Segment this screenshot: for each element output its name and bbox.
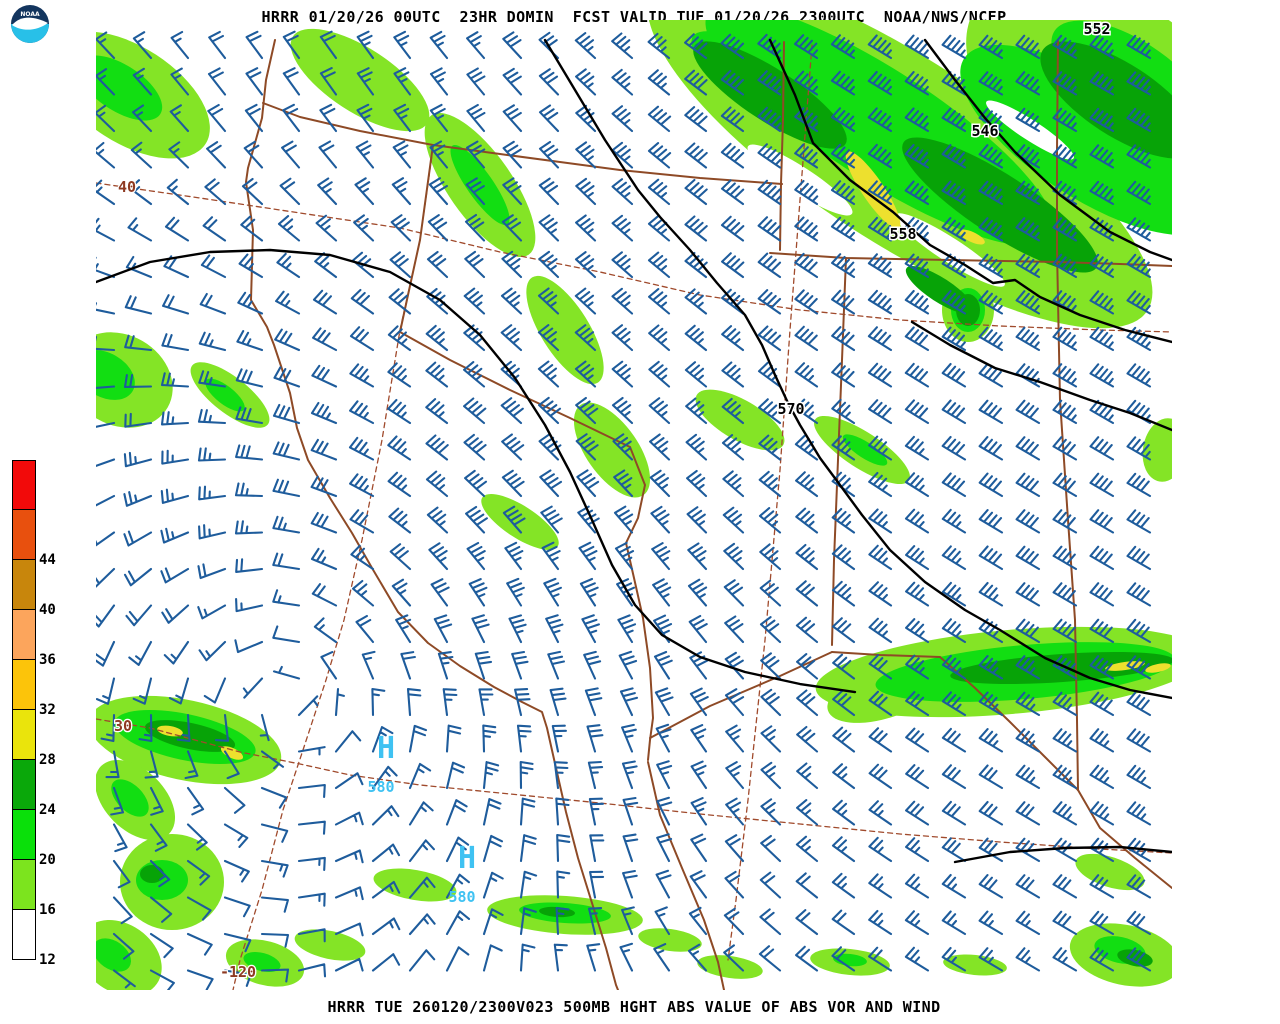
colorbar-value: 24 <box>39 802 56 818</box>
height-contour <box>96 248 857 694</box>
vorticity-blob-bright <box>205 378 245 412</box>
height-contour <box>953 845 1172 864</box>
high-center-value: 580 <box>448 888 475 906</box>
vorticity-blob-light <box>1142 418 1172 482</box>
vorticity-gap <box>986 100 1074 160</box>
height-contours-layer <box>96 38 1172 864</box>
colorbar-value: 16 <box>39 902 56 918</box>
vorticity-blob-bright <box>842 434 888 466</box>
graticule-layer <box>96 44 1172 990</box>
vorticity-blob-yellow <box>157 725 183 737</box>
colorbar-segment: 36 <box>12 610 56 668</box>
colorbar-value: 12 <box>39 952 56 968</box>
vorticity-blob-light <box>1075 853 1145 891</box>
vorticity-blob-light <box>573 402 651 498</box>
colorbar-segment: 24 <box>12 760 56 818</box>
colorbar-value: 28 <box>39 752 56 768</box>
vorticity-blob-bright <box>960 44 1172 236</box>
graticule-line <box>727 44 813 961</box>
graticule-label: 30 <box>114 717 132 735</box>
colorbar-segment: 20 <box>12 810 56 868</box>
contour-label: 570 <box>777 400 804 418</box>
map-labels-layer: 546 558 570 552 40 30 -120 H 580 H 580 <box>113 19 1112 983</box>
vorticity-blob-light <box>373 868 457 902</box>
contour-label: 558 <box>889 225 916 243</box>
high-center-value: 580 <box>367 778 394 796</box>
height-contour <box>923 38 1172 262</box>
contour-label: 546 <box>971 122 998 140</box>
state-border <box>831 651 941 658</box>
noaa-logo-icon: NOAA <box>11 5 49 43</box>
vorticity-colorbar: 44 40 36 32 28 24 20 16 12 <box>12 460 56 968</box>
vorticity-blob-dark <box>1040 41 1172 159</box>
colorbar-segment: 32 <box>12 660 56 718</box>
colorbar-segment: 12 <box>12 910 56 968</box>
vorticity-blob-dark <box>902 137 1098 273</box>
height-contour <box>910 320 1172 432</box>
colorbar-segment: 40 <box>12 560 56 618</box>
state-border <box>399 144 434 333</box>
vorticity-blob-yellow <box>845 151 901 229</box>
vorticity-blob-dark <box>950 651 1172 685</box>
graticule-line <box>96 718 1172 854</box>
state-border <box>1056 39 1079 791</box>
state-border <box>262 102 783 185</box>
vorticity-blob-bright <box>96 938 131 972</box>
vorticity-blob-light <box>290 28 430 132</box>
vorticity-blob-light <box>294 929 366 961</box>
colorbar-value: 32 <box>39 702 56 718</box>
vorticity-blob-bright <box>111 779 149 817</box>
state-border <box>399 331 631 448</box>
vorticity-blob-bright <box>450 144 510 226</box>
colorbar-value: 44 <box>39 552 56 568</box>
state-border <box>649 651 833 739</box>
vorticity-blob-dark <box>905 266 975 314</box>
graticule-line <box>232 147 434 990</box>
state-border <box>625 446 654 761</box>
state-border <box>779 41 785 251</box>
noaa-logo-text: NOAA <box>20 11 40 18</box>
wind-barbs <box>96 30 1152 990</box>
colorbar-segment: 44 <box>12 510 56 568</box>
vorticity-blob-bright <box>96 55 163 121</box>
state-border <box>831 257 847 646</box>
contour-label: 552 <box>1083 20 1110 38</box>
colorbar-segment <box>12 460 36 510</box>
graticule-label: -120 <box>220 963 256 981</box>
colorbar-value: 20 <box>39 852 56 868</box>
colorbar-segment: 16 <box>12 860 56 918</box>
state-border <box>1077 789 1172 889</box>
colorbar-value: 40 <box>39 602 56 618</box>
graticule-label: 40 <box>118 178 136 196</box>
vorticity-blob-bright <box>243 952 281 972</box>
vorticity-blob-light <box>638 928 702 952</box>
colorbar-value: 36 <box>39 652 56 668</box>
map-caption: HRRR TUE 260120/2300V023 500MB HGHT ABS … <box>327 998 941 1016</box>
high-center-marker: H <box>458 841 476 876</box>
vorticity-blob-dark <box>693 41 847 149</box>
noaa-logo: NOAA <box>10 4 50 44</box>
vorticity-blob-light <box>697 955 763 979</box>
vorticity-blob-bright <box>96 350 135 400</box>
graticule-line <box>96 182 1172 333</box>
vorticity-blob-yellow <box>1145 663 1171 673</box>
wind-barbs-layer <box>96 30 1152 990</box>
vorticity-blob-light <box>526 275 604 385</box>
height-contour <box>543 38 1172 700</box>
vorticity-blob-yellow <box>220 746 244 760</box>
height-contour <box>768 38 1172 344</box>
state-border <box>647 761 725 990</box>
colorbar-segment: 28 <box>12 710 56 768</box>
high-center-marker: H <box>377 731 395 766</box>
